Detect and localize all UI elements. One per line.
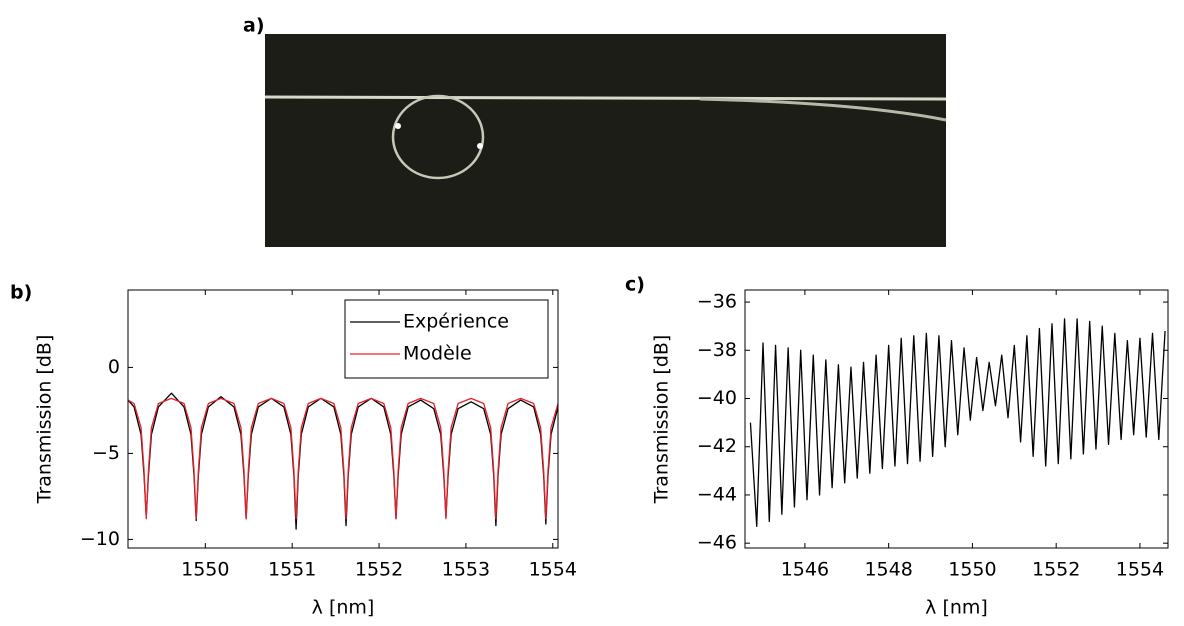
panel-label: a) [243, 15, 265, 37]
y-axis-label: Transmission [dB] [651, 335, 673, 505]
y-tick-label: −10 [80, 528, 120, 550]
x-tick-label: 1554 [529, 559, 577, 581]
x-tick-label: 1553 [442, 559, 490, 581]
x-tick-label: 1550 [181, 559, 229, 581]
plot-frame [744, 289, 1169, 549]
y-tick-label: 0 [108, 356, 120, 378]
legend-label: Expérience [403, 311, 509, 333]
photo [264, 34, 947, 247]
panel-label: c) [625, 274, 645, 296]
series-line [128, 397, 558, 520]
panel-label: b) [10, 282, 32, 304]
x-tick-label: 1554 [1116, 559, 1164, 581]
y-tick-label: −46 [697, 532, 737, 554]
y-tick-label: −40 [697, 387, 737, 409]
y-tick-label: −38 [697, 339, 737, 361]
y-tick-label: −42 [697, 435, 737, 457]
plot-frame [127, 289, 559, 549]
legend-label: Modèle [403, 343, 472, 365]
y-tick-label: −36 [697, 291, 737, 313]
x-tick-label: 1551 [268, 559, 316, 581]
x-tick-label: 1552 [355, 559, 403, 581]
x-tick-label: 1548 [864, 559, 912, 581]
y-tick-label: −44 [697, 483, 737, 505]
x-axis-label: λ [nm] [312, 597, 375, 619]
x-tick-label: 1546 [781, 559, 829, 581]
series-line [749, 318, 1166, 527]
y-axis-label: Transmission [dB] [34, 335, 56, 505]
y-tick-label: −5 [92, 442, 120, 464]
x-tick-label: 1552 [1032, 559, 1080, 581]
x-tick-label: 1550 [948, 559, 996, 581]
x-axis-label: λ [nm] [925, 597, 988, 619]
legend-box [344, 299, 549, 379]
